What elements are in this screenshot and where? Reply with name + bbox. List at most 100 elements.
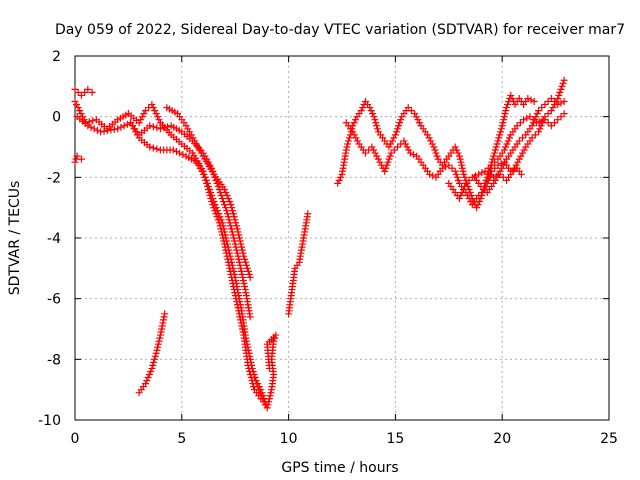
data-point <box>342 146 350 154</box>
data-point <box>390 134 398 142</box>
data-point <box>117 123 125 131</box>
data-point <box>491 176 499 184</box>
data-point <box>385 143 393 151</box>
data-point <box>516 119 524 127</box>
data-point <box>431 146 439 154</box>
data-point <box>376 158 384 166</box>
data-point <box>154 340 162 348</box>
data-point <box>223 240 231 248</box>
data-point <box>502 143 510 151</box>
data-point <box>238 270 246 278</box>
data-point <box>244 346 252 354</box>
data-point <box>359 104 367 112</box>
data-point <box>405 146 413 154</box>
data-point <box>141 380 149 388</box>
data-point <box>496 128 504 136</box>
y-tick-label: -6 <box>47 292 61 308</box>
data-point <box>529 119 537 127</box>
data-point <box>554 116 562 124</box>
data-point <box>192 140 200 148</box>
data-point <box>71 85 79 93</box>
data-point <box>202 176 210 184</box>
data-point <box>207 189 215 196</box>
data-point <box>432 149 440 157</box>
data-point <box>71 158 79 166</box>
data-point <box>93 126 101 134</box>
data-point <box>107 126 115 134</box>
data-point <box>85 118 93 126</box>
data-point <box>150 355 158 363</box>
series-track-11 <box>342 119 525 209</box>
data-point <box>387 140 395 148</box>
data-point <box>403 143 411 151</box>
data-point <box>110 125 118 133</box>
data-point <box>370 113 378 121</box>
data-point <box>76 107 84 115</box>
data-point <box>394 143 402 151</box>
series-track-2 <box>71 152 85 166</box>
data-point <box>266 392 274 400</box>
data-point <box>457 158 465 166</box>
data-point <box>194 161 202 169</box>
data-point <box>236 261 244 269</box>
data-point <box>491 158 499 166</box>
data-point <box>247 358 255 366</box>
data-point <box>448 164 456 172</box>
data-point <box>483 179 491 187</box>
data-point <box>462 179 470 187</box>
axis-ticks: 0 5 10 15 20 25 -10 -8 -6 -4 -2 0 2 <box>38 49 618 447</box>
data-point <box>556 88 564 96</box>
data-point <box>243 264 251 272</box>
data-point <box>552 98 560 105</box>
data-point <box>458 164 466 172</box>
data-point <box>502 107 510 115</box>
series-track-6 <box>163 104 254 281</box>
data-point <box>523 114 531 122</box>
data-point <box>214 207 222 215</box>
data-point <box>237 240 245 248</box>
data-point <box>217 216 225 224</box>
data-point <box>225 246 233 254</box>
series-track-8 <box>250 331 280 412</box>
data-point <box>179 151 187 159</box>
data-point <box>81 88 89 96</box>
data-point <box>265 364 273 372</box>
data-point <box>211 201 219 209</box>
data-point <box>182 122 190 130</box>
data-point <box>350 119 358 127</box>
data-point <box>176 149 184 157</box>
data-point <box>496 131 504 139</box>
data-point <box>528 122 536 130</box>
data-point <box>156 125 164 133</box>
data-point <box>238 243 246 251</box>
data-point <box>152 110 160 118</box>
data-point <box>491 149 499 157</box>
data-point <box>531 131 539 139</box>
data-point <box>343 143 351 151</box>
data-point <box>395 122 403 130</box>
data-point <box>150 358 158 366</box>
series-track-10 <box>334 91 538 212</box>
data-point <box>229 264 237 272</box>
data-point <box>500 113 508 121</box>
data-point <box>352 134 360 142</box>
data-point <box>381 167 389 175</box>
data-point <box>160 124 168 132</box>
data-point <box>267 389 275 397</box>
data-point <box>223 207 231 215</box>
data-point <box>353 137 361 145</box>
data-point <box>153 145 161 153</box>
data-point <box>145 371 153 378</box>
data-point <box>560 76 568 84</box>
data-point <box>259 392 267 400</box>
data-point <box>233 222 241 230</box>
data-point <box>196 164 204 172</box>
data-point <box>84 85 92 93</box>
data-point <box>235 255 243 263</box>
data-point <box>404 104 412 112</box>
data-point <box>350 131 358 139</box>
data-point <box>410 151 418 159</box>
data-point <box>73 101 81 109</box>
data-point <box>137 116 145 124</box>
data-point <box>164 123 172 131</box>
